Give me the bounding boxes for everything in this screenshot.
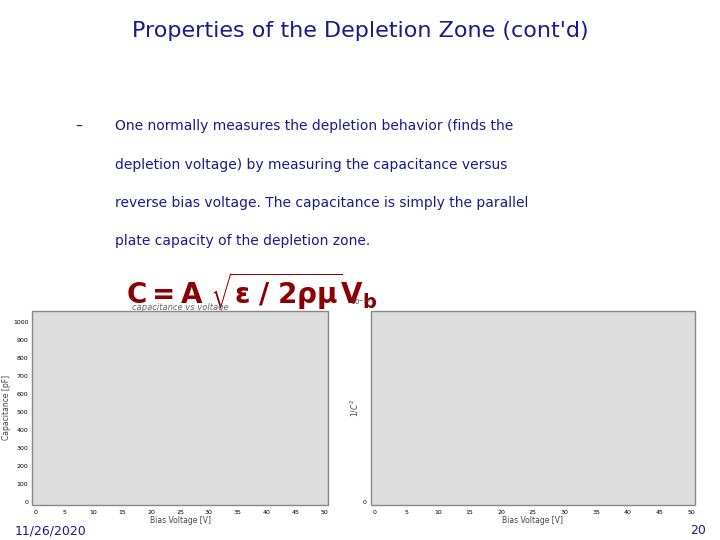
Text: Properties of the Depletion Zone (cont'd): Properties of the Depletion Zone (cont'd…: [132, 21, 588, 41]
Text: $V_d$: $V_d$: [618, 410, 641, 430]
X-axis label: Bias Voltage [V]: Bias Voltage [V]: [503, 516, 563, 525]
Text: $10^{-20}$: $10^{-20}$: [350, 296, 372, 308]
Y-axis label: $1/C^2$: $1/C^2$: [349, 399, 361, 417]
FancyBboxPatch shape: [0, 62, 720, 540]
Text: 20: 20: [690, 524, 706, 537]
Text: 1/C² vs voltage: 1/C² vs voltage: [400, 326, 474, 336]
Text: One normally measures the depletion behavior (finds the: One normally measures the depletion beha…: [115, 119, 513, 133]
Title: capacitance vs voltage: capacitance vs voltage: [132, 303, 228, 313]
Text: plate capacity of the depletion zone.: plate capacity of the depletion zone.: [115, 234, 371, 248]
Y-axis label: Capacitance [pF]: Capacitance [pF]: [2, 375, 12, 440]
X-axis label: Bias Voltage [V]: Bias Voltage [V]: [150, 516, 210, 525]
Text: reverse bias voltage. The capacitance is simply the parallel: reverse bias voltage. The capacitance is…: [115, 196, 528, 210]
Text: $\mathbf{C = A\ \sqrt{\varepsilon\ /\ 2\rho\mu}V_b}$: $\mathbf{C = A\ \sqrt{\varepsilon\ /\ 2\…: [126, 271, 378, 313]
Text: depletion voltage) by measuring the capacitance versus: depletion voltage) by measuring the capa…: [115, 158, 508, 172]
Text: 11/26/2020: 11/26/2020: [14, 524, 86, 537]
Text: –: –: [76, 119, 83, 133]
